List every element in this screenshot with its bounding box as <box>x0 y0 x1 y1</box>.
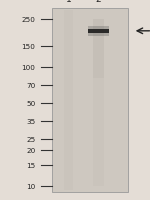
Text: 1: 1 <box>66 0 72 4</box>
Text: 150: 150 <box>21 44 35 50</box>
Text: 2: 2 <box>95 0 101 4</box>
Text: 70: 70 <box>26 83 35 89</box>
Text: 100: 100 <box>21 65 35 70</box>
Text: 250: 250 <box>21 17 35 23</box>
Text: 50: 50 <box>26 100 35 106</box>
Text: 15: 15 <box>26 163 35 169</box>
FancyBboxPatch shape <box>52 9 128 192</box>
Text: 20: 20 <box>26 148 35 154</box>
Text: 10: 10 <box>26 184 35 190</box>
FancyBboxPatch shape <box>88 29 109 34</box>
FancyBboxPatch shape <box>64 11 73 190</box>
FancyBboxPatch shape <box>93 20 104 79</box>
FancyBboxPatch shape <box>88 26 109 37</box>
Text: 25: 25 <box>26 136 35 142</box>
FancyBboxPatch shape <box>93 79 104 187</box>
Text: 35: 35 <box>26 119 35 125</box>
